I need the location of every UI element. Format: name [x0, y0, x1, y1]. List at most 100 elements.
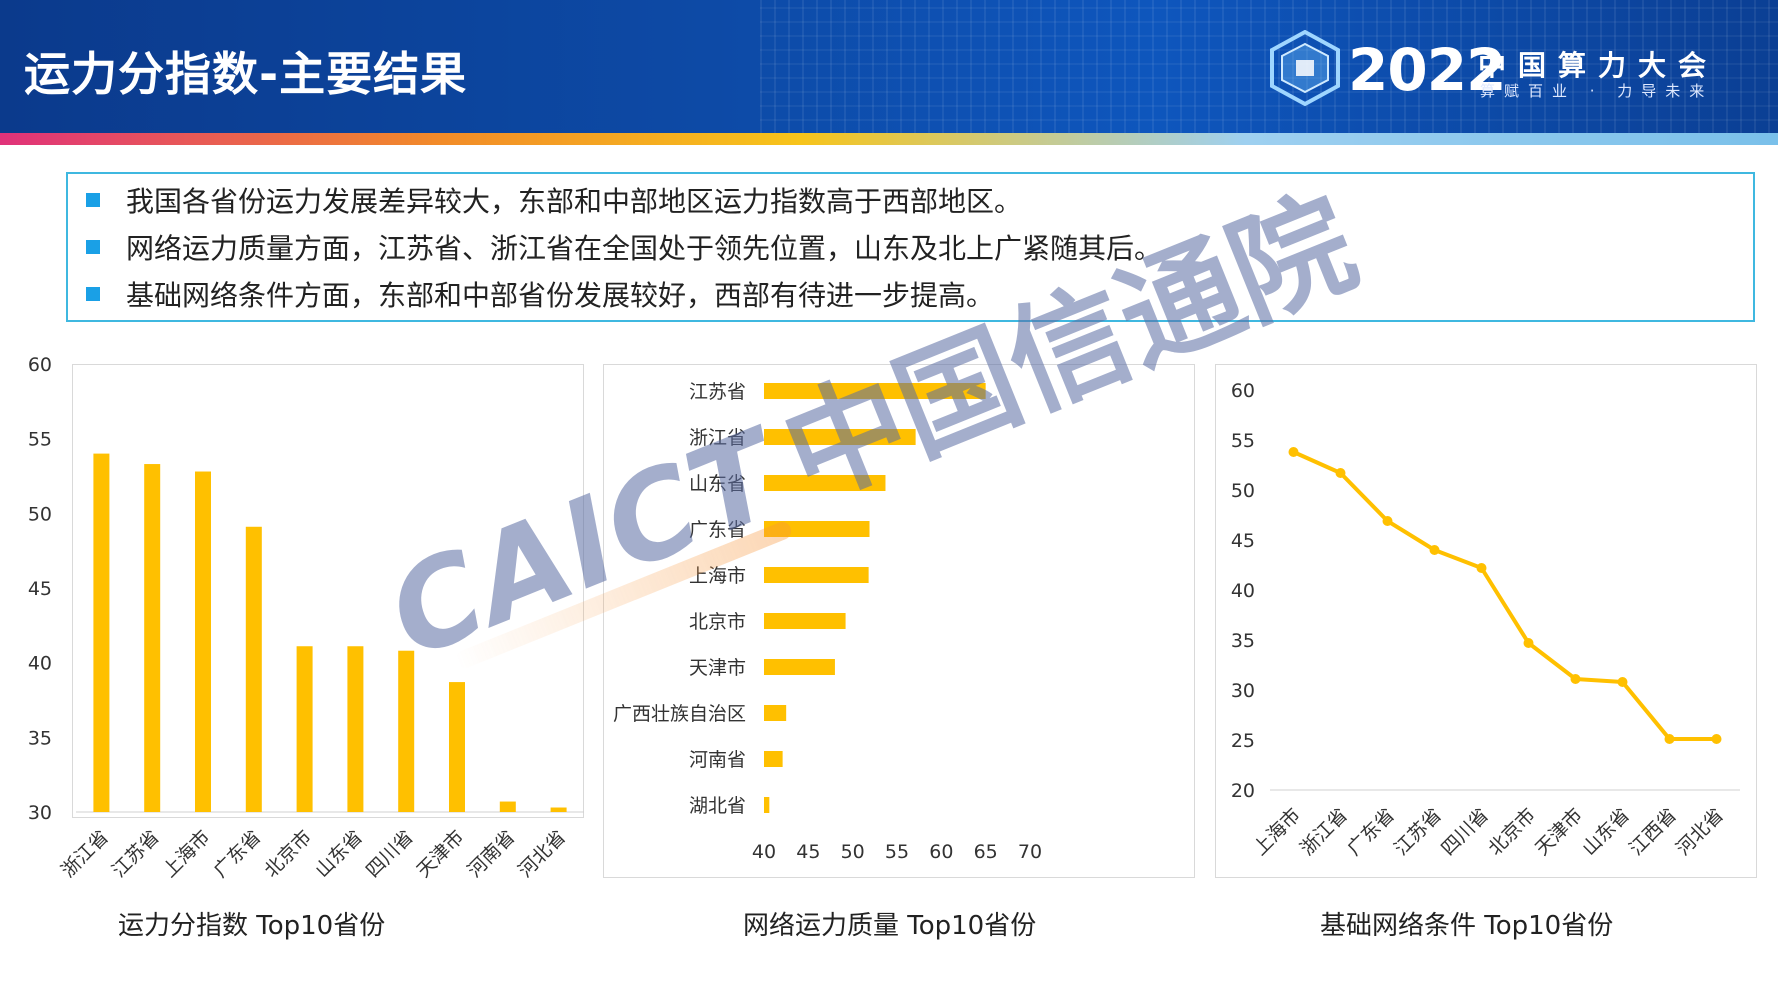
x-tick-label: 广东省: [1343, 804, 1399, 860]
x-tick-label: 天津市: [1531, 804, 1587, 860]
x-tick-label: 北京市: [260, 826, 316, 882]
y-tick-label: 60: [28, 354, 52, 376]
bar: [296, 646, 313, 812]
bullet-square-icon: [86, 193, 100, 207]
x-tick-label: 40: [752, 841, 776, 863]
chart-box-3: [1215, 364, 1757, 878]
bar: [144, 464, 161, 812]
data-point: [1288, 447, 1299, 457]
y-tick-label: 广东省: [689, 519, 746, 541]
bar: [764, 429, 916, 445]
bar: [764, 705, 787, 721]
x-tick-label: 55: [885, 841, 909, 863]
y-tick-label: 天津市: [689, 657, 746, 679]
x-tick-label: 浙江省: [1296, 804, 1352, 860]
x-tick-label: 山东省: [1578, 804, 1634, 860]
bar: [550, 807, 567, 812]
y-tick-label: 上海市: [689, 565, 746, 587]
y-tick-label: 河南省: [689, 749, 746, 771]
y-tick-label: 45: [1231, 530, 1255, 552]
chart-box-2: [603, 364, 1195, 878]
bar: [195, 471, 211, 812]
data-point: [1523, 638, 1534, 648]
x-tick-label: 江苏省: [108, 826, 164, 882]
bar: [764, 659, 835, 675]
x-tick-label: 45: [796, 841, 820, 863]
bar: [764, 475, 886, 491]
y-tick-label: 北京市: [689, 611, 746, 633]
data-point: [1335, 468, 1346, 478]
header-color-stripe: [0, 133, 1778, 145]
y-tick-label: 江苏省: [689, 381, 746, 403]
logo-conference-name: 中国算力大会: [1478, 49, 1719, 82]
bar: [764, 613, 846, 629]
x-tick-label: 60: [929, 841, 953, 863]
y-tick-label: 40: [28, 653, 52, 675]
x-tick-label: 河南省: [463, 826, 519, 882]
x-tick-label: 70: [1018, 841, 1042, 863]
y-tick-label: 35: [28, 727, 52, 749]
y-tick-label: 湖北省: [689, 795, 746, 817]
bar: [764, 751, 783, 767]
chart-box-1: [72, 364, 584, 818]
x-tick-label: 江苏省: [1390, 804, 1446, 860]
bar: [449, 682, 465, 812]
x-tick-label: 河北省: [1672, 804, 1728, 860]
y-tick-label: 广西壮族自治区: [613, 703, 746, 725]
logo-year: 2022: [1348, 36, 1506, 104]
data-point: [1476, 563, 1487, 573]
chart-caption-1: 运力分指数 Top10省份: [118, 911, 386, 941]
bullet-square-icon: [86, 240, 100, 254]
line-chart-base-network: 20 25 30 35 40 45 50 55 60 上海市浙江省广东省江苏省四川省北京市天津市山…: [1231, 380, 1740, 860]
y-tick-label: 30: [1231, 680, 1255, 702]
data-point: [1617, 677, 1628, 687]
data-point: [1570, 674, 1581, 684]
y-tick-label: 50: [28, 503, 52, 525]
summary-bullet: 网络运力质量方面，江苏省、浙江省在全国处于领先位置，山东及北上广紧随其后。: [86, 227, 1162, 267]
chart-caption-3: 基础网络条件 Top10省份: [1320, 911, 1614, 941]
y-tick-label: 40: [1231, 580, 1255, 602]
x-tick-label: 北京市: [1484, 804, 1540, 860]
bar-chart-yunli-index: 30 35 40 45 50 55 60 浙江省江苏省上海市广东省北京市山东省四川省天津市河南…: [28, 354, 584, 882]
bar: [245, 526, 262, 812]
x-tick-label: 山东省: [311, 826, 367, 882]
y-tick-label: 浙江省: [689, 427, 746, 449]
summary-text: 网络运力质量方面，江苏省、浙江省在全国处于领先位置，山东及北上广紧随其后。: [126, 232, 1163, 265]
data-point: [1711, 734, 1722, 744]
summary-bullet: 基础网络条件方面，东部和中部省份发展较好，西部有待进一步提高。: [86, 274, 994, 314]
data-point: [1382, 516, 1393, 526]
hbar-chart-network-quality: 40 45 50 55 60 65 70 江苏省浙江省山东省广东省上海市北京市天津市广西壮族自…: [613, 381, 1042, 863]
bar: [347, 646, 364, 812]
x-tick-label: 上海市: [1249, 804, 1305, 860]
bar: [764, 383, 986, 399]
x-tick-label: 天津市: [413, 826, 469, 882]
x-tick-label: 65: [974, 841, 998, 863]
y-tick-label: 25: [1231, 730, 1255, 752]
logo-slogan: 算赋百业 · 力导未来: [1480, 82, 1714, 100]
bullet-square-icon: [86, 287, 100, 301]
series-line: [1292, 450, 1717, 741]
summary-text: 基础网络条件方面，东部和中部省份发展较好，西部有待进一步提高。: [126, 279, 995, 312]
y-tick-label: 山东省: [689, 473, 746, 495]
x-tick-label: 河北省: [514, 826, 570, 882]
x-tick-label: 50: [841, 841, 865, 863]
y-tick-label: 55: [1231, 430, 1255, 452]
x-tick-label: 浙江省: [57, 826, 113, 882]
y-tick-label: 55: [28, 429, 52, 451]
bar: [398, 650, 415, 812]
conference-logo-icon: [1270, 30, 1340, 106]
y-tick-label: 30: [28, 802, 52, 824]
x-tick-label: 四川省: [362, 826, 418, 882]
y-tick-label: 20: [1231, 780, 1255, 802]
summary-box: 我国各省份运力发展差异较大，东部和中部地区运力指数高于西部地区。 网络运力质量方…: [66, 172, 1755, 322]
data-point: [1664, 734, 1675, 744]
page-title: 运力分指数-主要结果: [24, 47, 468, 101]
y-tick-label: 50: [1231, 480, 1255, 502]
summary-bullet: 我国各省份运力发展差异较大，东部和中部地区运力指数高于西部地区。: [86, 180, 1022, 220]
y-tick-label: 35: [1231, 630, 1255, 652]
header-banner: 运力分指数-主要结果 2022 中国算力大会 算赋百业 · 力导未来: [0, 0, 1778, 135]
x-tick-label: 广东省: [209, 826, 265, 882]
bar: [764, 567, 869, 583]
y-tick-label: 60: [1231, 380, 1255, 402]
bar: [764, 797, 770, 813]
